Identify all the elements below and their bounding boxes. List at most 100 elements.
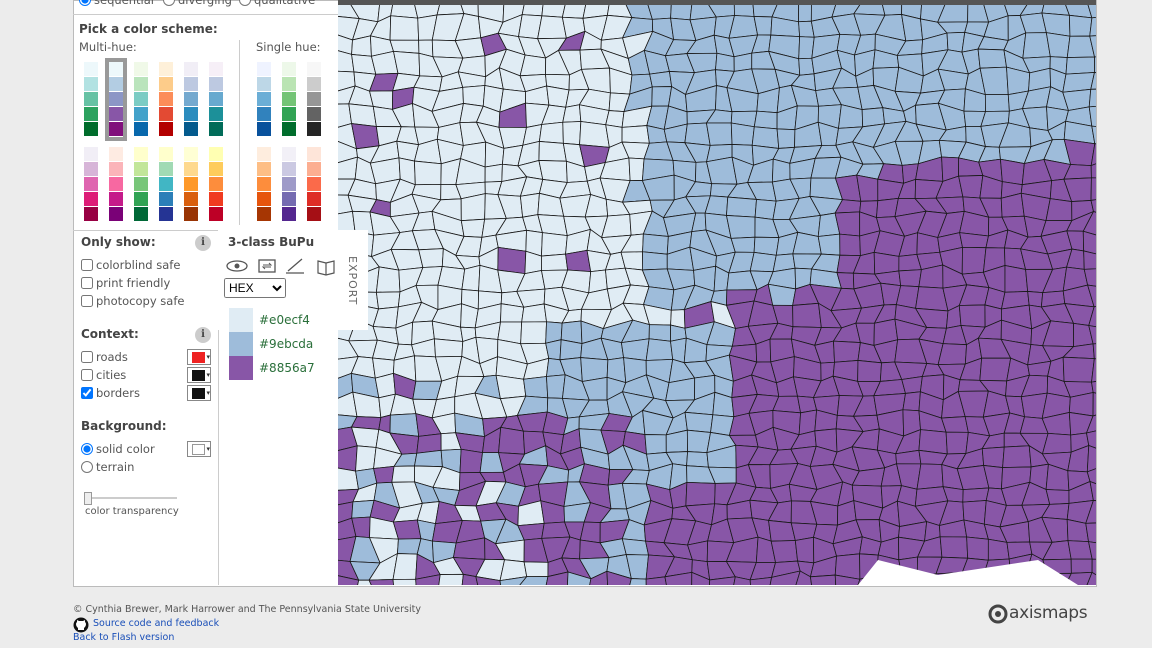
palette[interactable] [84,62,98,137]
county [338,575,360,585]
county [685,481,716,507]
color-picker[interactable]: ▾ [187,385,211,401]
legend-hex: #9ebcda [259,337,314,351]
checkbox[interactable] [81,295,93,307]
legend-swatch [229,356,253,380]
county [939,536,969,559]
radio[interactable] [79,0,91,6]
county [545,571,569,585]
palette[interactable] [84,147,98,222]
color-picker[interactable]: ▾ [187,349,211,365]
county [373,465,395,484]
county [645,338,674,361]
county [749,576,773,585]
county [1085,414,1096,434]
county [1085,522,1096,544]
radio[interactable] [81,461,93,473]
coast [858,560,1078,585]
county [541,232,568,257]
county [733,576,751,585]
county [1068,14,1093,37]
link[interactable]: Back to Flash version [73,632,175,643]
info-icon[interactable]: i [195,327,211,343]
palette[interactable] [184,147,198,222]
option: borders [96,386,140,400]
county [898,269,922,288]
county [1085,500,1096,524]
divider [218,230,219,585]
slider-handle[interactable] [84,492,92,505]
radio[interactable] [239,0,251,6]
county [559,339,583,361]
label: Multi-hue: [79,40,137,54]
palette[interactable] [159,62,173,137]
county [754,198,777,220]
county [392,578,417,585]
county [686,451,709,468]
county [500,303,525,323]
palette[interactable] [134,147,148,222]
info-icon[interactable]: i [195,235,211,251]
county [649,70,673,88]
palette[interactable] [282,62,296,137]
palette[interactable] [307,62,321,137]
county [375,291,401,310]
checkbox[interactable] [81,277,93,289]
county [355,445,377,472]
county [753,16,773,36]
option: colorblind safe [96,258,181,272]
sidebar: sequential diverging qualitative Pick a … [73,0,338,585]
radio[interactable] [81,443,93,455]
county [686,429,712,454]
checkbox[interactable] [81,259,93,271]
county [809,574,837,585]
county [966,536,989,561]
palette[interactable] [209,147,223,222]
palette[interactable] [134,62,148,137]
county [937,343,967,366]
county [901,376,923,394]
county [798,57,815,76]
county [691,571,711,585]
palette[interactable] [159,147,173,222]
county [1087,284,1096,308]
palette[interactable] [282,147,296,222]
county [1088,88,1096,108]
option: diverging [178,0,232,7]
palette[interactable] [257,147,271,222]
county [565,249,592,273]
palette[interactable] [109,147,123,222]
county [839,233,861,257]
county [979,66,1009,96]
county [460,193,486,222]
checkbox[interactable] [81,387,93,399]
checkbox[interactable] [81,369,93,381]
export-tab[interactable]: EXPORT [346,256,359,306]
county [709,576,736,585]
county [1083,250,1096,270]
county [1045,198,1073,222]
county [567,571,592,585]
palette[interactable] [105,58,127,141]
radio[interactable] [163,0,175,6]
county [579,121,610,148]
slider-label: color transparency [85,506,179,517]
county [857,359,882,382]
county [1088,324,1096,345]
county [484,163,503,183]
palette[interactable] [184,62,198,137]
color-picker[interactable]: ▾ [187,441,211,457]
palette[interactable] [209,62,223,137]
county [414,160,442,186]
link[interactable]: Source code and feedback [93,618,220,629]
county [1091,125,1096,145]
color-picker[interactable]: ▾ [187,367,211,383]
palette[interactable] [257,62,271,137]
county [977,48,1007,69]
checkbox[interactable] [81,351,93,363]
palette[interactable] [307,147,321,222]
county [537,15,567,40]
county [1090,177,1096,201]
format-select[interactable]: HEX [224,278,286,298]
